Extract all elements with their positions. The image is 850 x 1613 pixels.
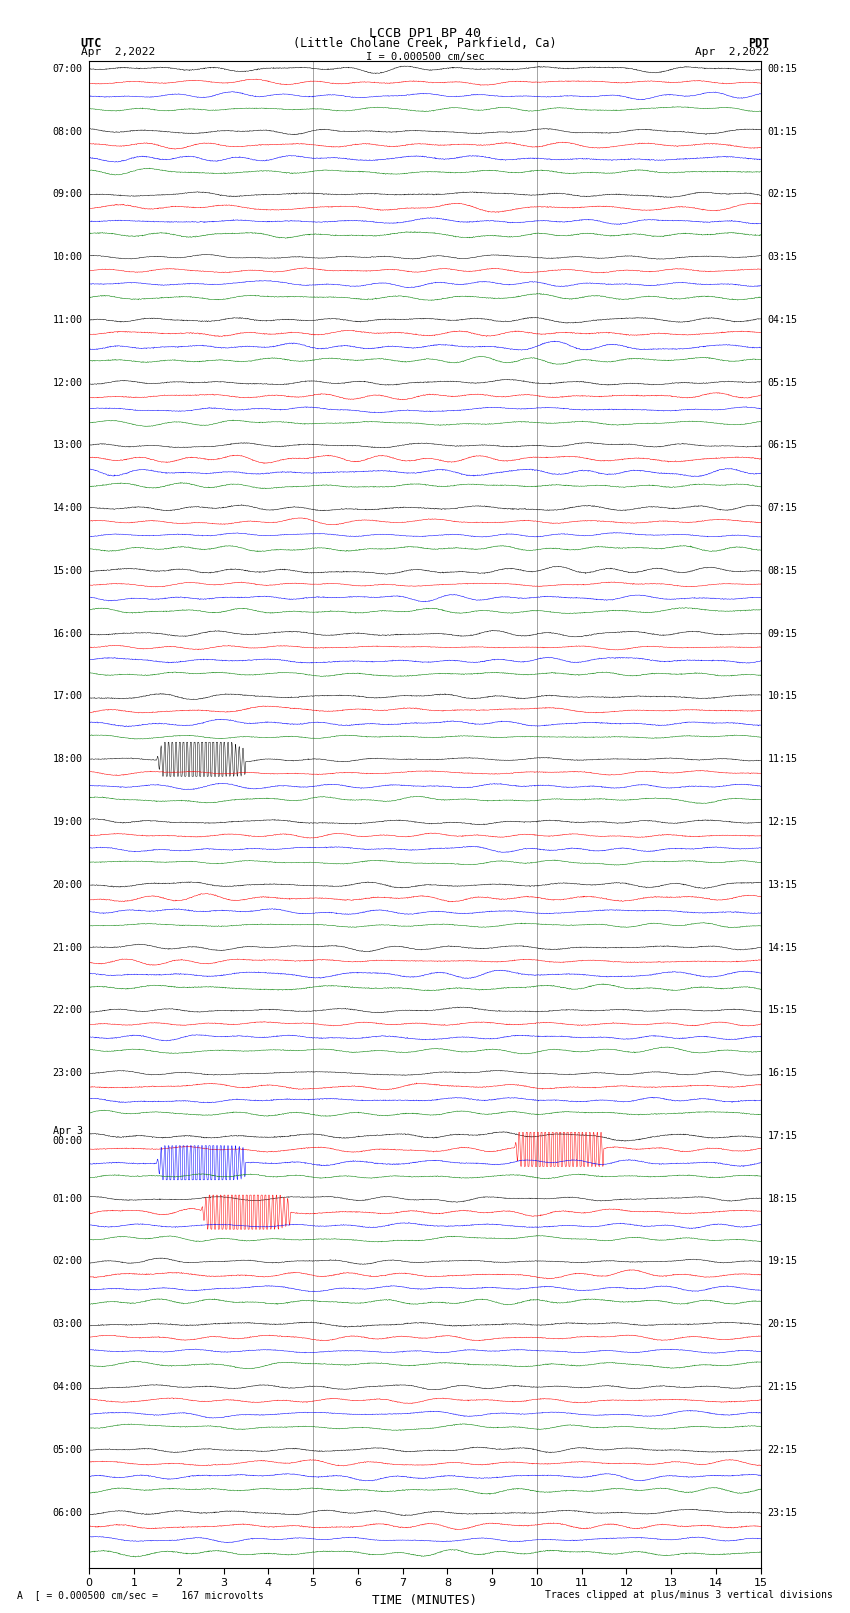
Text: 08:15: 08:15 (768, 566, 797, 576)
Text: 07:15: 07:15 (768, 503, 797, 513)
Text: Apr 3
00:00: Apr 3 00:00 (53, 1126, 82, 1147)
Text: 13:00: 13:00 (53, 440, 82, 450)
Text: 14:00: 14:00 (53, 503, 82, 513)
Text: PDT: PDT (748, 37, 769, 50)
Text: 20:00: 20:00 (53, 879, 82, 890)
Text: 02:00: 02:00 (53, 1257, 82, 1266)
X-axis label: TIME (MINUTES): TIME (MINUTES) (372, 1594, 478, 1607)
Text: LCCB DP1 BP 40: LCCB DP1 BP 40 (369, 27, 481, 40)
Text: 03:00: 03:00 (53, 1319, 82, 1329)
Text: (Little Cholane Creek, Parkfield, Ca): (Little Cholane Creek, Parkfield, Ca) (293, 37, 557, 50)
Text: 21:15: 21:15 (768, 1382, 797, 1392)
Text: UTC: UTC (81, 37, 102, 50)
Text: Apr  2,2022: Apr 2,2022 (81, 47, 155, 56)
Text: 07:00: 07:00 (53, 65, 82, 74)
Text: 17:00: 17:00 (53, 692, 82, 702)
Text: 00:15: 00:15 (768, 65, 797, 74)
Text: 02:15: 02:15 (768, 189, 797, 200)
Text: Traces clipped at plus/minus 3 vertical divisions: Traces clipped at plus/minus 3 vertical … (545, 1590, 833, 1600)
Text: 16:15: 16:15 (768, 1068, 797, 1077)
Text: 01:00: 01:00 (53, 1194, 82, 1203)
Text: 04:00: 04:00 (53, 1382, 82, 1392)
Text: 06:15: 06:15 (768, 440, 797, 450)
Text: 06:00: 06:00 (53, 1508, 82, 1518)
Text: 15:00: 15:00 (53, 566, 82, 576)
Text: 12:15: 12:15 (768, 818, 797, 827)
Text: 20:15: 20:15 (768, 1319, 797, 1329)
Text: 19:15: 19:15 (768, 1257, 797, 1266)
Text: 18:15: 18:15 (768, 1194, 797, 1203)
Text: 14:15: 14:15 (768, 942, 797, 953)
Text: 09:00: 09:00 (53, 189, 82, 200)
Text: 12:00: 12:00 (53, 377, 82, 387)
Text: 05:15: 05:15 (768, 377, 797, 387)
Text: Apr  2,2022: Apr 2,2022 (695, 47, 769, 56)
Text: 10:00: 10:00 (53, 252, 82, 261)
Text: 21:00: 21:00 (53, 942, 82, 953)
Text: 22:15: 22:15 (768, 1445, 797, 1455)
Text: 17:15: 17:15 (768, 1131, 797, 1140)
Text: 13:15: 13:15 (768, 879, 797, 890)
Text: 03:15: 03:15 (768, 252, 797, 261)
Text: I = 0.000500 cm/sec: I = 0.000500 cm/sec (366, 52, 484, 61)
Text: 22:00: 22:00 (53, 1005, 82, 1015)
Text: A  [ = 0.000500 cm/sec =    167 microvolts: A [ = 0.000500 cm/sec = 167 microvolts (17, 1590, 264, 1600)
Text: 09:15: 09:15 (768, 629, 797, 639)
Text: 11:00: 11:00 (53, 315, 82, 324)
Text: 10:15: 10:15 (768, 692, 797, 702)
Text: 11:15: 11:15 (768, 755, 797, 765)
Text: 19:00: 19:00 (53, 818, 82, 827)
Text: 05:00: 05:00 (53, 1445, 82, 1455)
Text: 16:00: 16:00 (53, 629, 82, 639)
Text: 04:15: 04:15 (768, 315, 797, 324)
Text: 15:15: 15:15 (768, 1005, 797, 1015)
Text: 23:00: 23:00 (53, 1068, 82, 1077)
Text: 23:15: 23:15 (768, 1508, 797, 1518)
Text: 18:00: 18:00 (53, 755, 82, 765)
Text: 01:15: 01:15 (768, 126, 797, 137)
Text: 08:00: 08:00 (53, 126, 82, 137)
